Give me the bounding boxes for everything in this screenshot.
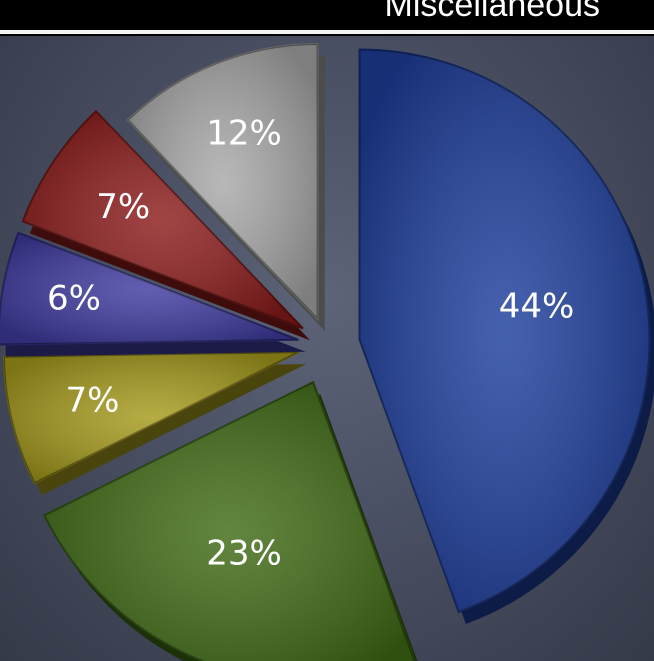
slice-label: 7% (65, 381, 119, 421)
pie-slice-shading (127, 44, 318, 320)
slice-label: 44% (499, 287, 575, 327)
pie-slice-shading (44, 382, 415, 661)
pie-slice-shading (359, 49, 650, 612)
pie-slice-shading (22, 111, 304, 329)
pie-slice-shading (0, 232, 299, 345)
slice-label: 7% (96, 187, 150, 227)
slice-label: 23% (206, 533, 282, 573)
slice-label: 12% (206, 114, 282, 154)
slices-layer (0, 43, 654, 661)
title-divider (0, 30, 654, 34)
slice-label: 6% (47, 279, 101, 319)
labels-layer: 44% 23% 7% 6% 7% 12% (47, 114, 574, 574)
page-title: Miscellaneous (384, 0, 600, 24)
pie-slice-shading (3, 352, 299, 484)
